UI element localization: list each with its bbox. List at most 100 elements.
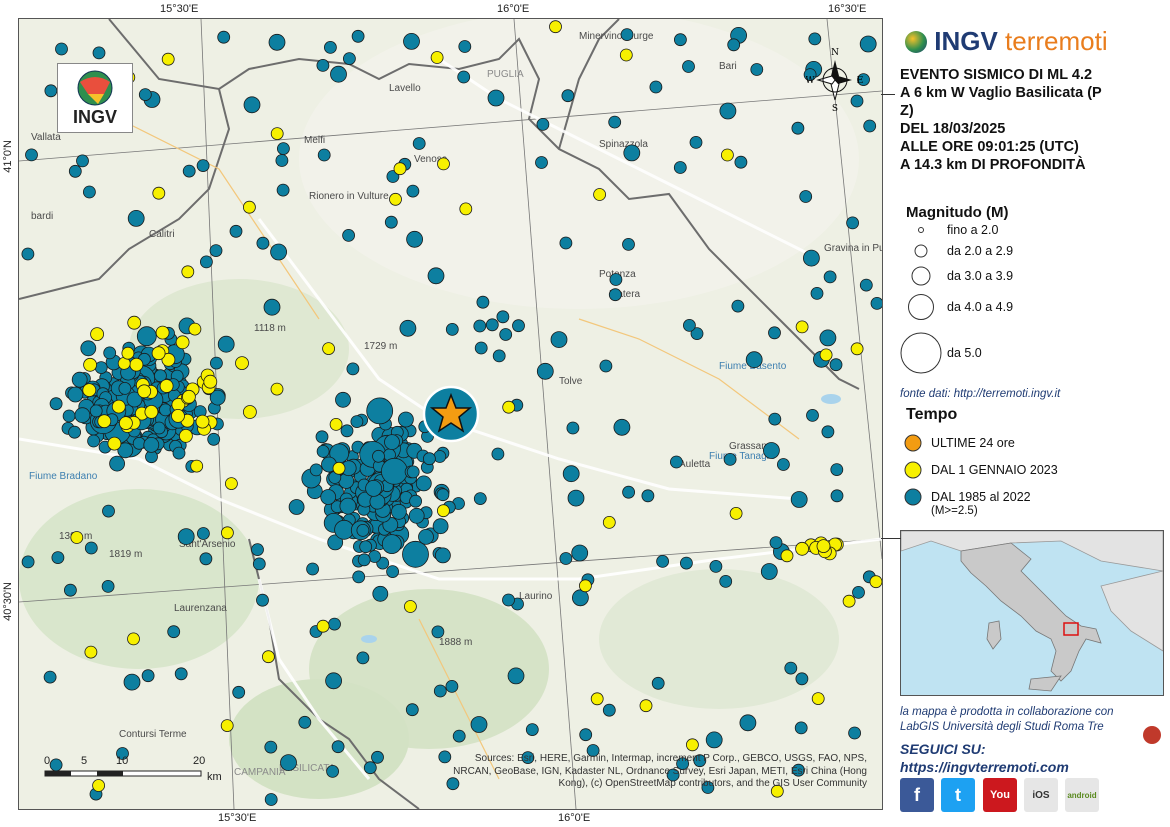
recent-quake-marker[interactable] [127,632,140,646]
quake-marker[interactable] [794,721,808,735]
quake-marker[interactable] [680,556,693,570]
quake-marker[interactable] [117,442,134,459]
recent-quake-marker[interactable] [161,352,176,367]
quake-marker[interactable] [330,65,347,83]
quake-marker[interactable] [821,425,835,439]
quake-marker[interactable] [366,397,394,425]
quake-marker[interactable] [412,137,426,150]
twitter-icon[interactable]: t [941,778,975,812]
quake-marker[interactable] [397,411,414,428]
quake-marker[interactable] [406,230,424,248]
quake-marker[interactable] [280,754,297,771]
quake-marker[interactable] [196,527,210,540]
quake-marker[interactable] [561,89,575,103]
quake-marker[interactable] [445,680,459,693]
quake-marker[interactable] [409,494,423,508]
quake-marker[interactable] [92,46,106,60]
quake-marker[interactable] [777,458,790,471]
quake-marker[interactable] [116,747,129,760]
recent-quake-marker[interactable] [816,539,831,553]
recent-quake-marker[interactable] [119,416,133,431]
quake-marker[interactable] [731,299,745,313]
quake-marker[interactable] [406,184,420,198]
recent-quake-marker[interactable] [220,526,234,540]
quake-marker[interactable] [138,88,152,101]
quake-marker[interactable] [80,340,97,357]
quake-marker[interactable] [229,224,243,238]
quake-marker[interactable] [427,267,445,285]
recent-quake-marker[interactable] [502,400,516,414]
ios-icon[interactable]: iOS [1024,778,1058,812]
quake-marker[interactable] [67,386,84,403]
quake-marker[interactable] [342,52,356,65]
quake-marker[interactable] [850,94,864,108]
quake-marker[interactable] [352,570,366,584]
recent-quake-marker[interactable] [121,346,135,360]
quake-marker[interactable] [622,485,635,499]
quake-marker[interactable] [852,586,865,599]
quake-marker[interactable] [709,560,723,573]
quake-marker[interactable] [799,190,813,203]
quake-marker[interactable] [791,121,805,135]
recent-quake-marker[interactable] [819,348,833,362]
recent-quake-marker[interactable] [188,322,202,336]
quake-marker[interactable] [268,33,286,51]
recent-quake-marker[interactable] [770,784,784,798]
quake-marker[interactable] [470,716,488,733]
quake-marker[interactable] [126,391,143,408]
quake-marker[interactable] [207,432,221,446]
quake-marker[interactable] [863,119,877,133]
quake-marker[interactable] [103,346,117,360]
quake-marker[interactable] [363,761,377,775]
quake-marker[interactable] [405,703,419,717]
recent-quake-marker[interactable] [92,779,105,792]
quake-marker[interactable] [502,593,515,607]
quake-marker[interactable] [102,504,115,518]
quake-marker[interactable] [141,669,155,683]
recent-quake-marker[interactable] [393,162,407,176]
recent-quake-marker[interactable] [403,600,417,613]
recent-quake-marker[interactable] [795,320,809,334]
quake-marker[interactable] [608,288,622,302]
quake-marker[interactable] [276,183,290,197]
quake-marker[interactable] [446,777,460,791]
quake-marker[interactable] [491,447,505,461]
quake-marker[interactable] [857,73,870,86]
quake-marker[interactable] [217,335,235,353]
quake-marker[interactable] [381,534,402,554]
quake-marker[interactable] [622,237,635,251]
quake-marker[interactable] [830,489,844,503]
quake-marker[interactable] [357,553,371,567]
recent-quake-marker[interactable] [152,186,166,200]
quake-marker[interactable] [476,295,490,309]
quake-marker[interactable] [760,563,778,580]
quake-marker[interactable] [87,434,100,448]
quake-marker[interactable] [848,726,861,740]
quake-marker[interactable] [323,40,337,54]
quake-marker[interactable] [649,80,663,94]
quake-marker[interactable] [768,412,782,426]
quake-marker[interactable] [705,731,723,749]
quake-marker[interactable] [217,30,231,44]
quake-marker[interactable] [521,751,535,764]
quake-marker[interactable] [676,757,689,771]
quake-marker[interactable] [566,421,580,435]
recent-quake-marker[interactable] [83,357,97,372]
quake-marker[interactable] [562,465,580,483]
recent-quake-marker[interactable] [721,148,734,162]
recent-quake-marker[interactable] [332,461,346,475]
recent-quake-marker[interactable] [224,477,238,491]
quake-marker[interactable] [21,247,35,261]
quake-marker[interactable] [372,449,385,463]
quake-marker[interactable] [263,298,281,316]
quake-marker[interactable] [346,362,360,376]
quake-marker[interactable] [270,243,288,261]
quake-marker[interactable] [432,518,449,535]
quake-marker[interactable] [473,492,487,506]
quake-marker[interactable] [209,356,223,370]
quake-marker[interactable] [819,329,837,347]
recent-quake-marker[interactable] [242,200,256,214]
recent-quake-marker[interactable] [151,346,166,361]
quake-marker[interactable] [331,740,345,754]
quake-marker[interactable] [339,497,357,515]
